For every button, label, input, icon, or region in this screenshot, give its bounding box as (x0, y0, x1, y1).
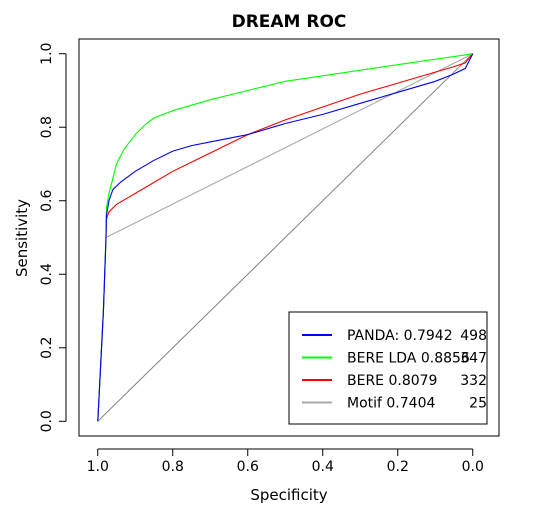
y-axis-label: Sensitivity (13, 199, 31, 277)
chart-title: DREAM ROC (232, 12, 347, 32)
y-tick-label: 0.4 (39, 263, 55, 285)
y-tick-label: 0.0 (39, 410, 55, 432)
y-axis: 0.0 0.2 0.4 0.6 0.8 1.0 (39, 43, 67, 432)
x-tick-label: 1.0 (87, 459, 109, 475)
x-tick-label: 0.8 (162, 459, 184, 475)
legend-clipped-value: 25 (469, 396, 487, 412)
legend-label: BERE 0.8079 (347, 373, 437, 389)
x-axis: 1.0 0.8 0.6 0.4 0.2 0.0 (87, 448, 484, 475)
x-tick-label: 0.0 (462, 459, 484, 475)
reference-diagonal-line (97, 53, 474, 422)
legend-box (288, 311, 488, 425)
x-tick-label: 0.2 (387, 459, 409, 475)
series-line-bere (97, 53, 473, 422)
legend-label: PANDA: 0.7942 (347, 328, 453, 344)
series-lines (97, 53, 474, 422)
legend-label: BERE LDA 0.8856 (347, 351, 470, 367)
y-tick-label: 1.0 (39, 43, 55, 65)
y-tick-label: 0.2 (39, 337, 55, 359)
y-tick-label: 0.8 (39, 116, 55, 138)
x-tick-label: 0.6 (237, 459, 259, 475)
legend-clipped-value: 332 (460, 373, 487, 389)
x-tick-label: 0.4 (312, 459, 334, 475)
plot-box (78, 38, 500, 437)
y-tick-label: 0.6 (39, 190, 55, 212)
legend-clipped-value: 498 (460, 328, 487, 344)
series-line-bere (97, 53, 474, 422)
legend-clipped-value: 347 (460, 351, 487, 367)
x-axis-label: Specificity (250, 486, 327, 504)
legend-label: Motif 0.7404 (347, 396, 435, 412)
series-line-panda (97, 53, 474, 422)
